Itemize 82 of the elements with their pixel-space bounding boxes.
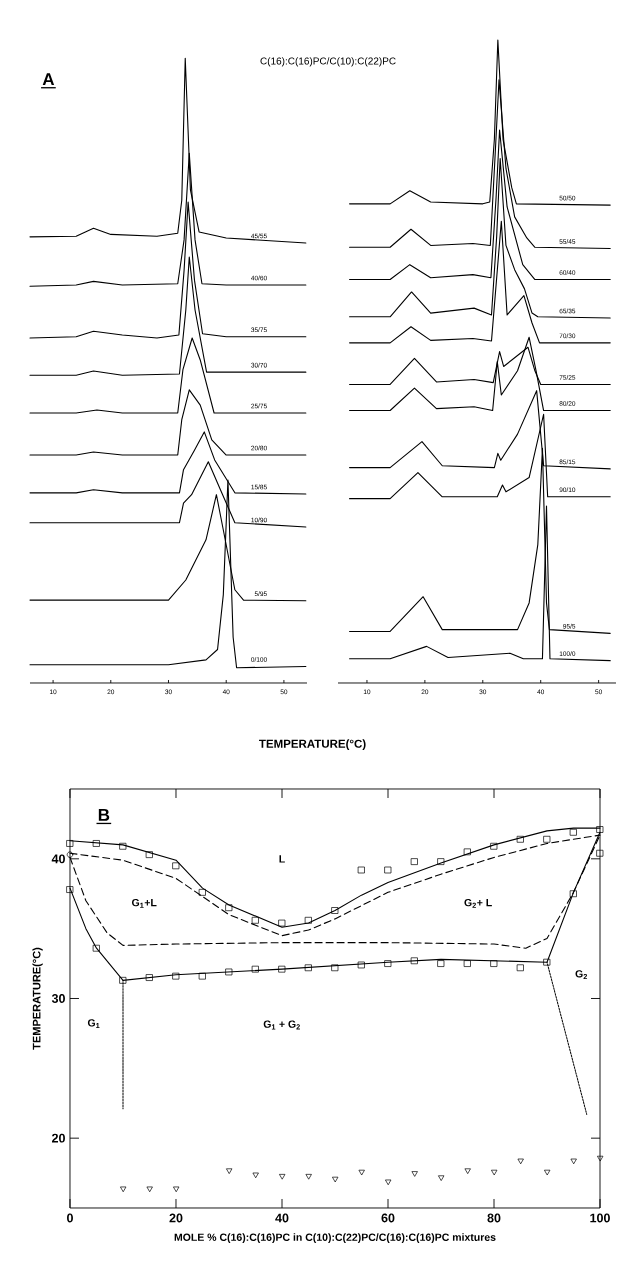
point: [437, 858, 445, 865]
annotation: G$_{1}$ + G$_{2}$: [263, 1020, 300, 1030]
point: [305, 1174, 312, 1180]
point: [66, 840, 74, 847]
point: [411, 1171, 418, 1177]
point: [305, 916, 312, 924]
point: [119, 842, 127, 850]
point: [226, 1168, 232, 1174]
point: [252, 916, 259, 924]
point: [385, 1179, 391, 1185]
point: [544, 1169, 550, 1176]
point: [464, 960, 471, 967]
point: [491, 1169, 497, 1176]
annotation: B: [98, 809, 110, 821]
point: [490, 842, 498, 850]
point: [570, 890, 577, 898]
point: [517, 1158, 524, 1164]
annotation: G$_{1}$+L: [131, 898, 157, 908]
point: [172, 862, 180, 870]
point: [66, 851, 74, 858]
point: [517, 964, 524, 972]
point: [596, 826, 604, 833]
point: [331, 907, 339, 914]
point: [596, 849, 604, 857]
annotation: A: [42, 73, 55, 86]
point: [437, 960, 445, 967]
point: [358, 866, 365, 874]
point: [119, 976, 127, 984]
x-tick-label: 80: [487, 1213, 501, 1223]
point: [199, 889, 206, 896]
point: [332, 1176, 338, 1183]
point: [120, 1186, 126, 1192]
y-tick-label: 30: [51, 994, 65, 1003]
point: [438, 1175, 444, 1181]
annotation: L: [279, 855, 285, 863]
point: [597, 1155, 603, 1162]
point: [490, 960, 498, 967]
point: [278, 965, 286, 973]
y-axis-title: TEMPERATURE(°C): [32, 947, 43, 1050]
annotation: G$_{2}$+ L: [464, 898, 492, 908]
point: [331, 964, 339, 972]
point: [146, 1186, 153, 1192]
y-tick-label: 40: [51, 854, 65, 864]
point: [411, 957, 418, 965]
y-tick-label: 20: [52, 1133, 65, 1143]
x-tick-label: 100: [590, 1213, 610, 1223]
x-tick-label: 60: [381, 1213, 395, 1223]
point: [66, 886, 74, 893]
point: [570, 1158, 577, 1164]
point: [93, 944, 100, 952]
x-tick-label: 0: [67, 1213, 73, 1223]
point: [225, 968, 233, 976]
point: [252, 965, 259, 973]
x-tick-label: 20: [169, 1213, 183, 1223]
point: [225, 904, 233, 912]
point: [464, 1168, 471, 1174]
point: [278, 919, 286, 927]
point: [173, 1186, 179, 1192]
point: [199, 972, 206, 980]
point: [305, 964, 312, 972]
point: [358, 1169, 365, 1176]
point: [146, 851, 153, 858]
point: [172, 972, 180, 980]
point: [279, 1174, 285, 1180]
point: [543, 958, 551, 966]
x-axis-title: MOLE % C(16):C(16)PC in C(10):C(22)PC/C(16):C(16)PC mixtures: [174, 1233, 496, 1244]
point: [252, 1172, 259, 1178]
point: [543, 835, 551, 843]
x-axis-title: TEMPERATURE(°C): [259, 739, 366, 751]
point: [411, 858, 418, 865]
x-tick-label: 40: [275, 1213, 289, 1223]
point: [384, 960, 392, 967]
point: [358, 961, 365, 969]
point: [464, 848, 471, 856]
annotation: G$_{2}$: [575, 970, 588, 980]
point: [570, 828, 577, 836]
text: C(16):C(16)PC/C(10):C(22)PC: [260, 57, 396, 67]
point: [384, 866, 392, 874]
point: [517, 835, 524, 843]
point: [146, 974, 153, 981]
point: [93, 840, 100, 847]
annotation: G$_{1}$: [87, 1019, 100, 1029]
